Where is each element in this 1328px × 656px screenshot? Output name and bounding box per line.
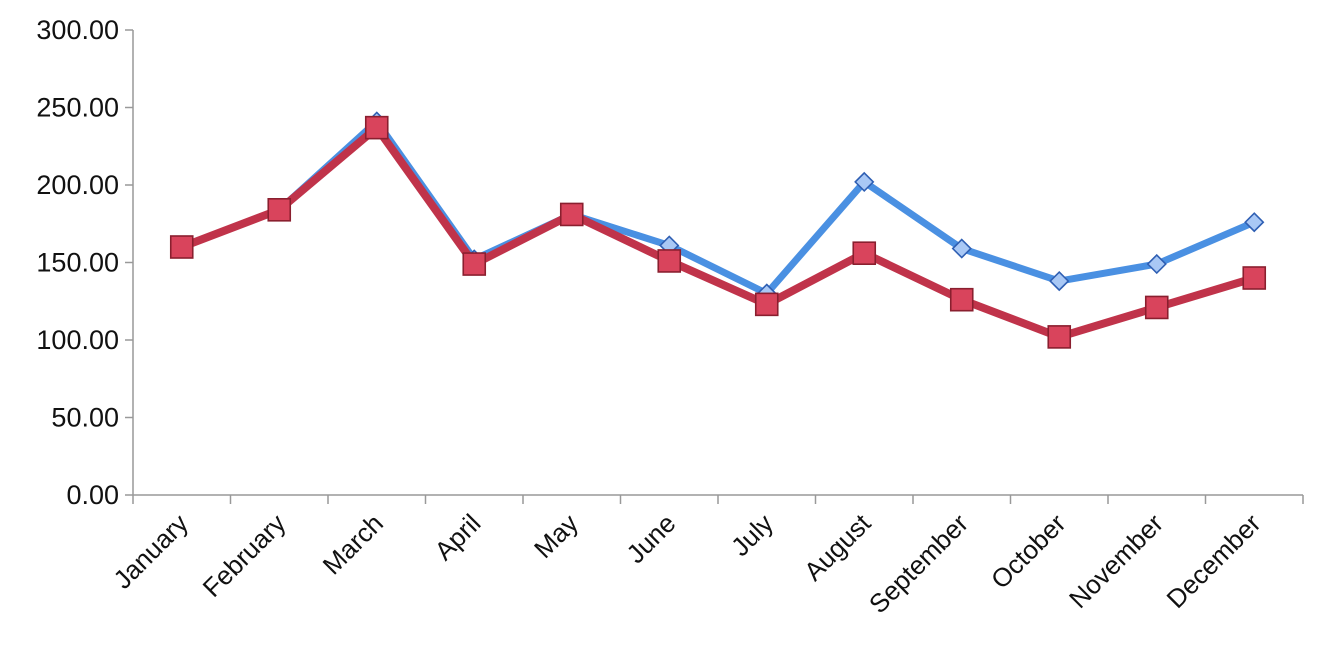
x-tick-label: September xyxy=(863,508,974,619)
series-1 xyxy=(171,111,1265,304)
data-point xyxy=(949,287,974,312)
data-point xyxy=(852,241,877,265)
data-point xyxy=(267,198,292,222)
y-tick-label: 200.00 xyxy=(36,170,119,200)
x-tick-label: August xyxy=(798,507,877,586)
x-tick-label: April xyxy=(428,508,486,566)
data-point xyxy=(1144,295,1169,320)
data-point xyxy=(1047,325,1072,349)
y-tick-label: 100.00 xyxy=(36,325,119,355)
x-tick-label: March xyxy=(317,508,389,580)
y-tick-label: 50.00 xyxy=(51,403,119,433)
series-line xyxy=(178,117,1258,297)
chart-series xyxy=(169,111,1267,349)
data-point xyxy=(1242,266,1267,290)
chart-axes xyxy=(125,29,1304,504)
x-tick-label: October xyxy=(985,508,1072,595)
data-point xyxy=(462,252,487,276)
chart-labels: 0.00 50.00 100.00 150.00 200.00 250.00 300.00 J… xyxy=(36,15,1266,619)
x-tick-label: February xyxy=(197,508,292,603)
x-tick-label: May xyxy=(528,508,584,564)
y-tick-label: 150.00 xyxy=(36,248,119,278)
y-tick-label: 250.00 xyxy=(36,93,119,123)
series-line xyxy=(177,123,1259,341)
data-point xyxy=(1049,270,1070,292)
data-point xyxy=(559,202,584,227)
data-point xyxy=(657,249,682,273)
data-point xyxy=(951,238,972,259)
data-point xyxy=(854,171,875,193)
x-tick-label: July xyxy=(725,508,779,562)
x-tick-label: December xyxy=(1160,508,1266,614)
y-tick-label: 300.00 xyxy=(36,15,119,45)
data-point xyxy=(169,235,194,259)
x-tick-label: June xyxy=(620,508,681,569)
x-tick-label: November xyxy=(1063,508,1169,614)
x-tick-label: January xyxy=(107,508,194,595)
data-point xyxy=(1146,253,1167,275)
y-tick-label: 0.00 xyxy=(66,480,119,510)
data-point xyxy=(754,292,779,317)
data-point xyxy=(1244,212,1265,233)
series-2 xyxy=(169,115,1267,349)
data-point xyxy=(364,115,389,140)
